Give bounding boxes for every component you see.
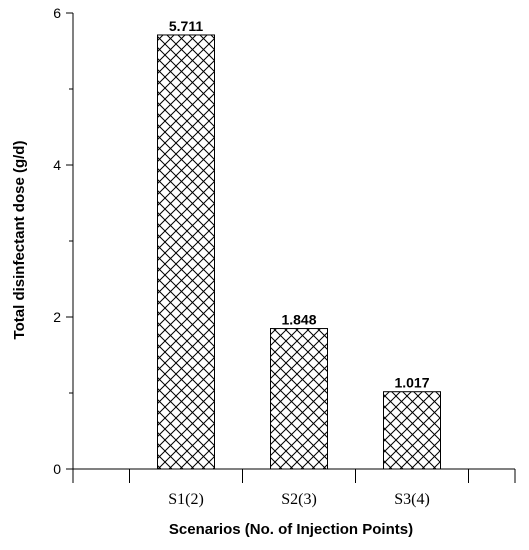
- data-label: 1.848: [281, 312, 316, 328]
- data-label: 5.711: [169, 18, 203, 34]
- x-tick-label: S3(4): [394, 491, 430, 508]
- bar: [157, 34, 215, 470]
- bar: [383, 391, 441, 470]
- y-tick-label: 6: [53, 5, 61, 21]
- y-tick-label: 2: [53, 309, 61, 325]
- data-label: 1.017: [394, 375, 429, 391]
- y-tick-label: 0: [53, 461, 61, 477]
- x-axis-label: Scenarios (No. of Injection Points): [169, 521, 413, 538]
- x-tick-label: S1(2): [168, 491, 204, 508]
- y-tick-label: 4: [53, 157, 61, 173]
- bar: [270, 328, 328, 470]
- x-tick-label: S2(3): [281, 491, 317, 508]
- y-axis-label: Total disinfectant dose (g/d): [11, 141, 28, 340]
- plot-area: 0 2 4 6 5.711 S1(2) 1.848 S2(3) 1.017 S3(4): [53, 5, 516, 508]
